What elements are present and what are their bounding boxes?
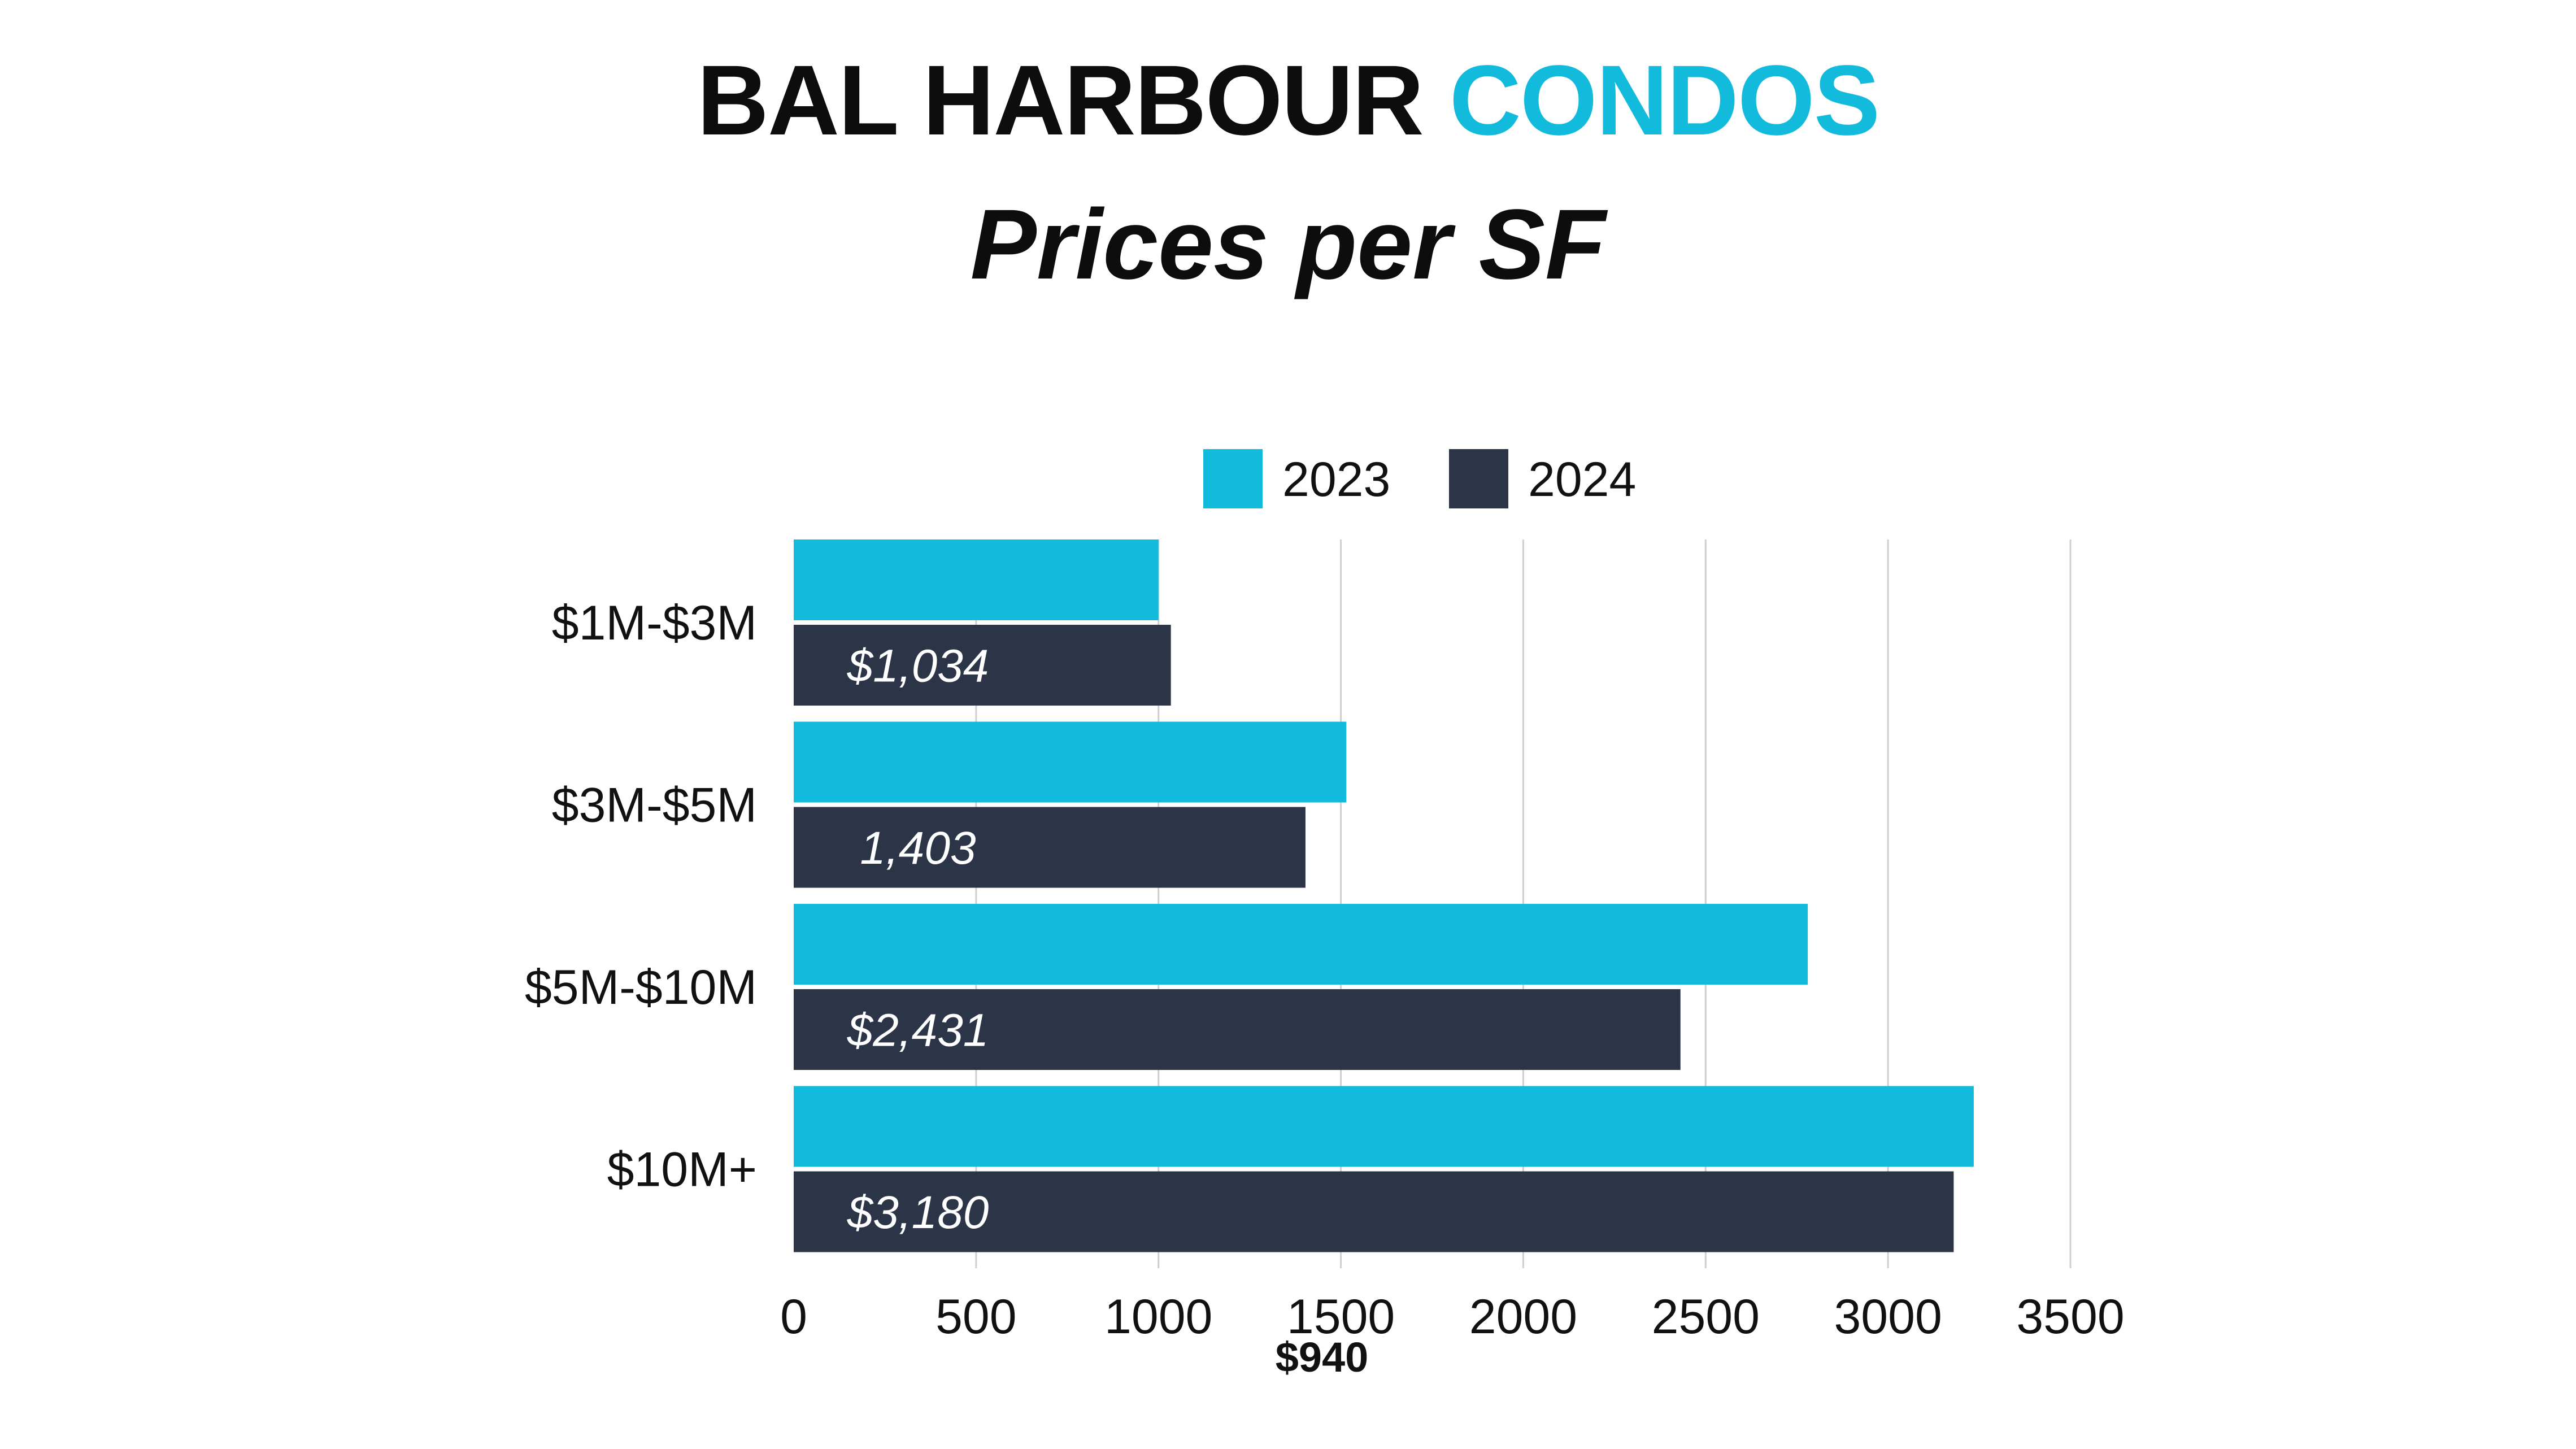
title-part-2: CONDOS [1449, 45, 1880, 156]
category-label-2: $5M-$10M [525, 960, 757, 1015]
bar-2024-3 [794, 1171, 1954, 1252]
bar-2023-2 [794, 904, 1808, 985]
legend-swatch-2023 [1203, 449, 1263, 508]
bar-2023-1 [794, 721, 1347, 803]
x-tick-label-1000: 1000 [1104, 1290, 1212, 1344]
category-label-3: $10M+ [607, 1143, 757, 1197]
data-label-2024-2: $2,431 [847, 1005, 989, 1056]
bar-2024-2 [794, 989, 1681, 1070]
data-label-2024-0: $1,034 [847, 641, 989, 692]
category-label-1: $3M-$5M [552, 778, 757, 833]
bar-2024-1 [794, 807, 1306, 888]
x-tick-label-2500: 2500 [1652, 1290, 1760, 1344]
axis-note: $940 [1275, 1334, 1369, 1381]
x-tick-label-3500: 3500 [2016, 1290, 2124, 1344]
category-label-0: $1M-$3M [552, 596, 757, 650]
bar-2024-0 [794, 625, 1171, 706]
bar-2023-0 [794, 539, 1159, 620]
x-tick-label-0: 0 [780, 1290, 807, 1344]
data-label-2024-3: $3,180 [847, 1187, 989, 1238]
bar-2023-3 [794, 1086, 1974, 1167]
x-tick-label-1500: 1500 [1287, 1290, 1395, 1344]
data-label-2024-1: 1,403 [860, 823, 976, 874]
x-tick-label-3000: 3000 [1834, 1290, 1942, 1344]
chart-subtitle: Prices per SF [970, 189, 1606, 300]
legend-label-2024: 2024 [1528, 452, 1636, 507]
legend-label-2023: 2023 [1282, 452, 1390, 507]
x-tick-label-2000: 2000 [1469, 1290, 1577, 1344]
title-part-1: BAL HARBOUR [697, 45, 1424, 156]
legend-swatch-2024 [1449, 449, 1508, 508]
chart-title: BAL HARBOUR CONDOS [0, 51, 2576, 150]
x-tick-label-500: 500 [935, 1290, 1017, 1344]
